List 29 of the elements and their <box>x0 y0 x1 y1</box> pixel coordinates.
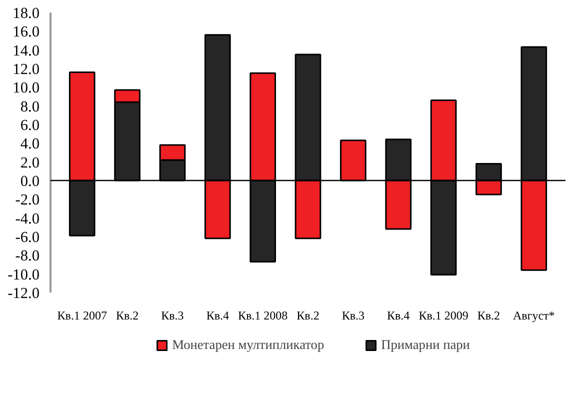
x-tick-label: Кв.2 <box>296 308 320 322</box>
y-tick-label: 8.0 <box>20 98 40 116</box>
legend-label: Примарни пари <box>381 337 470 353</box>
y-tick-label: -12.0 <box>8 285 40 302</box>
x-tick-label: Кв.3 <box>161 308 184 322</box>
y-tick-label: 2.0 <box>20 154 40 172</box>
x-tick-label: Кв.4 <box>206 308 229 322</box>
y-tick-label: -6.0 <box>15 229 40 246</box>
y-tick-label: 18.0 <box>12 5 40 22</box>
x-tick-label: Кв.2 <box>116 308 139 322</box>
y-tick-label: -2.0 <box>15 192 40 209</box>
x-tick-label: Кв.1 2009 <box>418 308 468 322</box>
x-tick-label: Кв.4 <box>387 308 410 322</box>
y-tick-label: -10.0 <box>8 266 40 284</box>
x-tick-label: Кв.1 2008 <box>238 308 288 322</box>
x-tick-label: Кв.1 2007 <box>57 308 107 322</box>
y-tick-label: 10.0 <box>12 80 40 97</box>
x-tick-label: Август* <box>512 308 555 322</box>
x-tick-label: Кв.2 <box>477 308 500 322</box>
legend-label: Монетарен мултипликатор <box>172 337 324 353</box>
y-tick-label: -4.0 <box>15 210 40 228</box>
x-tick-label: Кв.3 <box>342 308 365 322</box>
y-tick-label: 4.0 <box>20 136 40 153</box>
y-tick-label: -8.0 <box>15 248 40 265</box>
y-tick-label: 0.0 <box>20 173 40 190</box>
y-tick-label: 12.0 <box>12 61 40 78</box>
y-tick-label: 14.0 <box>12 42 40 60</box>
y-tick-label: 6.0 <box>20 117 40 134</box>
y-tick-label: 16.0 <box>12 24 40 41</box>
